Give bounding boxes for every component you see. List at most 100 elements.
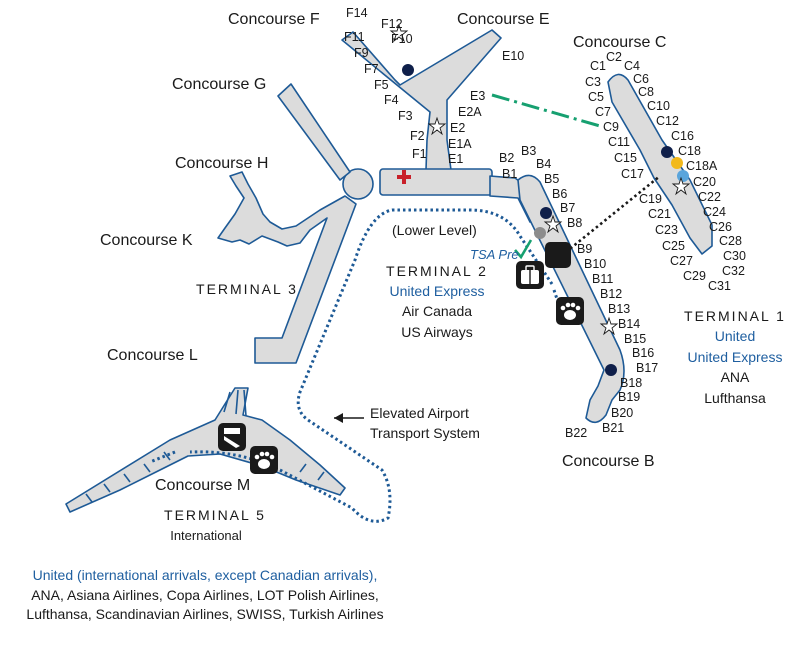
main-hall: [379, 168, 493, 196]
gate-label: C11: [608, 135, 630, 149]
terminal5-sub: International: [170, 528, 242, 543]
gate-label: B3: [521, 144, 536, 158]
concourse-l-label: Concourse L: [107, 347, 198, 364]
gate-label: C25: [662, 239, 685, 253]
concourse-fe-building: [341, 29, 502, 171]
gate-label: C9: [603, 120, 619, 134]
gate-label: F14: [346, 6, 368, 20]
gate-label: B9: [577, 242, 592, 256]
gate-label: F4: [384, 93, 399, 107]
gate-label: B22: [565, 426, 587, 440]
terminal1-line: United Express: [688, 349, 783, 365]
gate-label: B20: [611, 406, 633, 420]
gate-label: B19: [618, 390, 640, 404]
gate-label: C21: [648, 207, 671, 221]
footer-line-1: United (international arrivals, except C…: [32, 567, 378, 583]
pet-paw-icon: [250, 446, 278, 474]
gate-label: F2: [410, 129, 425, 143]
gate-label: C17: [621, 167, 644, 181]
gate-label: B1: [502, 167, 517, 181]
gate-label: B14: [618, 317, 640, 331]
star-icon: [427, 116, 447, 136]
gate-label: C7: [595, 105, 611, 119]
gate-label: C18A: [686, 159, 718, 173]
terminal2-line: US Airways: [401, 324, 473, 340]
terminal5-name: TERMINAL 5: [164, 507, 266, 523]
gate-label: F5: [374, 78, 389, 92]
footer-line-3: Lufthansa, Scandinavian Airlines, SWISS,…: [26, 606, 384, 622]
gate-label: B10: [584, 257, 606, 271]
gate-label: C23: [655, 223, 678, 237]
gate-label: B5: [544, 172, 559, 186]
terminal1-line: ANA: [721, 369, 750, 385]
gate-label: C30: [723, 249, 746, 263]
gate-label: C2: [606, 50, 622, 64]
star-icon: [389, 23, 409, 43]
black-square-icon: [545, 242, 571, 268]
navy-dot-icon: [402, 64, 414, 76]
gate-label: C15: [614, 151, 637, 165]
elevated-transport-label: Transport System: [370, 425, 480, 441]
icons: [218, 23, 691, 474]
b-c-tunnel: [565, 174, 661, 254]
star-icon: [671, 176, 691, 196]
concourse-m-label: Concourse M: [155, 477, 250, 494]
gate-label: F11: [344, 30, 365, 44]
gate-label: B7: [560, 201, 575, 215]
elevated-transport-label: Elevated Airport: [370, 405, 469, 421]
gate-label: C12: [656, 114, 679, 128]
tsa-check-icon: [514, 239, 533, 260]
concourse-f-label: Concourse F: [228, 11, 320, 28]
gates-b: B2 B3 B1 B4 B5 B6 B7 B8 B9 B10 B11 B12 B…: [499, 144, 658, 440]
navy-dot-icon: [661, 146, 673, 158]
gate-label: C6: [633, 72, 649, 86]
gates-f: F14 F12 F11 F10 F9 F7 F5 F4 F3 F2 F1: [344, 6, 427, 161]
gates-e: E10 E3 E2A E2 E1A E1: [448, 49, 524, 166]
terminal2-line: United Express: [390, 283, 485, 299]
gate-label: E1: [448, 152, 463, 166]
medical-cross-icon: [397, 170, 411, 184]
gate-label: C31: [708, 279, 731, 293]
gates-c: C2 C1 C4 C3 C6 C5 C8 C7 C10 C9 C12 C11 C…: [585, 50, 746, 293]
hub-rotunda: [342, 168, 374, 200]
m-jetways: [85, 389, 325, 503]
gate-label: E2: [450, 121, 465, 135]
gate-label: C22: [698, 190, 721, 204]
concourse-e-label: Concourse E: [457, 11, 550, 28]
gate-label: F3: [398, 109, 413, 123]
gate-label: E1A: [448, 137, 472, 151]
gate-label: B12: [600, 287, 622, 301]
terminal3-name: TERMINAL 3: [196, 281, 298, 297]
gate-label: E10: [502, 49, 524, 63]
gate-label: B4: [536, 157, 551, 171]
tsa-pre-label: TSA Pre: [470, 247, 519, 262]
concourse-h-label: Concourse H: [175, 155, 268, 172]
gate-label: C10: [647, 99, 670, 113]
terminal1-name: TERMINAL 1: [684, 308, 786, 324]
lower-level-label: (Lower Level): [392, 222, 477, 238]
concourse-hkl-building: [217, 171, 357, 364]
arrow-head-icon: [334, 413, 343, 423]
gate-label: B8: [567, 216, 582, 230]
terminal5-airlines: United (international arrivals, except C…: [0, 566, 410, 625]
concourse-m-building: [65, 387, 346, 513]
gate-label: E3: [470, 89, 485, 103]
terminal2-line: Air Canada: [402, 303, 472, 319]
gate-label: F1: [412, 147, 427, 161]
concourse-g-building: [277, 83, 351, 181]
star-icon: [599, 316, 619, 336]
luggage-icon: [516, 261, 544, 289]
gate-label: B17: [636, 361, 658, 375]
gate-label: B13: [608, 302, 630, 316]
gate-label: F12: [381, 17, 403, 31]
grey-dot-icon: [534, 227, 546, 239]
airtrain-route: [189, 208, 554, 523]
gate-label: B11: [592, 272, 613, 286]
gate-label: C8: [638, 85, 654, 99]
gate-label: B18: [620, 376, 642, 390]
gate-label: C29: [683, 269, 706, 283]
gate-label: F9: [354, 46, 369, 60]
gate-label: B21: [602, 421, 624, 435]
gate-label: F7: [364, 62, 379, 76]
yellow-dot-icon: [671, 157, 683, 169]
